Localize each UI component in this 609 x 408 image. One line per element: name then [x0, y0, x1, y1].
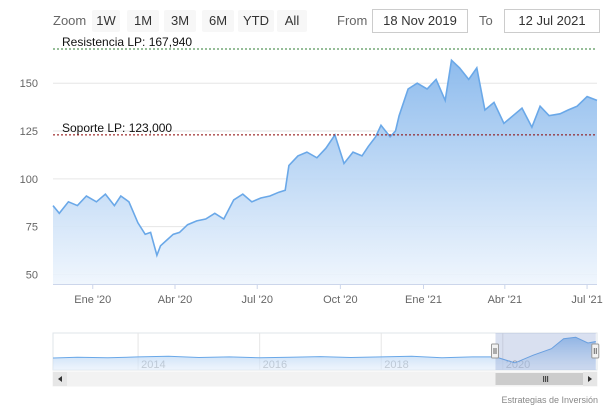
- y-tick-label: 125: [20, 126, 38, 138]
- zoom-3m-button[interactable]: 3M: [164, 10, 196, 32]
- navigator-right-handle[interactable]: [591, 343, 600, 359]
- x-tick-label: Ene '20: [74, 294, 111, 306]
- range-selector-toolbar: Zoom 1W 1M 3M 6M YTD All From To: [0, 0, 609, 40]
- x-tick-label: Abr '20: [158, 294, 193, 306]
- navigator-left-handle[interactable]: [490, 343, 499, 359]
- zoom-ytd-button[interactable]: YTD: [238, 10, 274, 32]
- from-date-input[interactable]: [372, 9, 468, 33]
- zoom-all-button[interactable]: All: [277, 10, 307, 32]
- from-label: From: [337, 13, 368, 28]
- zoom-label: Zoom: [53, 13, 87, 28]
- navigator-line: [52, 336, 596, 364]
- scroll-left-arrow-icon[interactable]: [53, 372, 67, 386]
- x-tick-label: Ene '21: [405, 294, 442, 306]
- to-label: To: [479, 13, 493, 28]
- navigator-selection-mask[interactable]: [495, 333, 596, 370]
- y-tick-label: 100: [20, 174, 38, 186]
- y-tick-label: 150: [20, 78, 38, 90]
- chart-credit: Estrategias de Inversión: [501, 395, 598, 405]
- y-tick-label: 75: [26, 222, 38, 234]
- navigator-scrollbar-thumb[interactable]: [495, 373, 596, 385]
- x-tick-label: Oct '20: [323, 294, 358, 306]
- navigator-area: [53, 337, 596, 370]
- x-tick-label: Abr '21: [488, 294, 523, 306]
- x-tick-label: Jul '21: [571, 294, 602, 306]
- zoom-6m-button[interactable]: 6M: [202, 10, 234, 32]
- support-label: Soporte LP: 123,000: [62, 121, 172, 135]
- zoom-1w-button[interactable]: 1W: [92, 10, 120, 32]
- price-area-fill: [53, 60, 597, 284]
- price-series-line: [52, 58, 598, 258]
- y-tick-label: 50: [26, 269, 38, 281]
- scroll-right-arrow-icon[interactable]: [583, 372, 597, 386]
- x-tick-label: Jul '20: [241, 294, 272, 306]
- to-date-input[interactable]: [504, 9, 600, 33]
- zoom-1m-button[interactable]: 1M: [127, 10, 159, 32]
- resistance-label: Resistencia LP: 167,940: [62, 35, 192, 49]
